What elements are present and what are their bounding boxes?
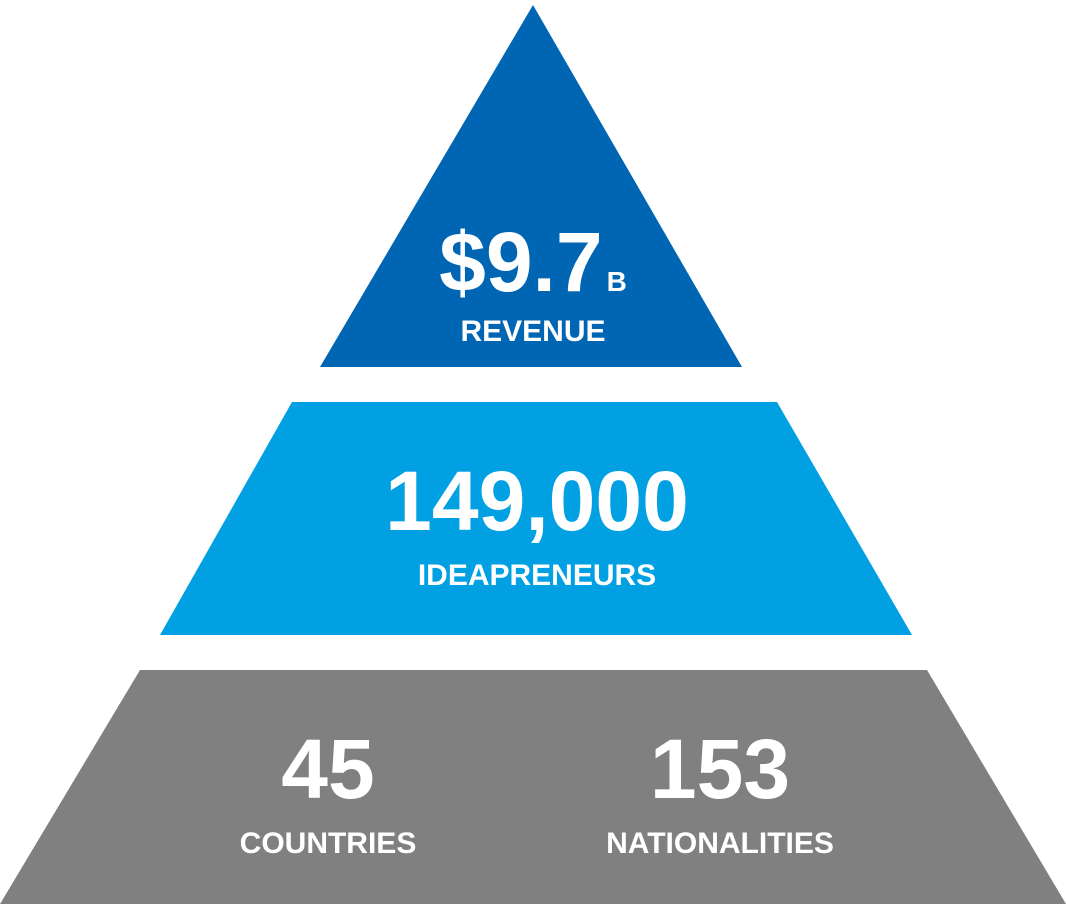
top-tier — [320, 5, 742, 367]
revenue-label: REVENUE — [460, 315, 605, 348]
revenue-number: $9.7 — [439, 215, 603, 309]
bottom-tier — [0, 670, 1066, 904]
nationalities-value: 153 — [650, 722, 790, 816]
ideapreneurs-label: IDEAPRENEURS — [418, 559, 656, 592]
countries-label: COUNTRIES — [240, 827, 417, 860]
revenue-value: $9.7 B — [439, 215, 627, 309]
nationalities-label: NATIONALITIES — [606, 827, 834, 860]
countries-value: 45 — [281, 722, 374, 816]
middle-tier — [160, 402, 912, 635]
revenue-unit: B — [607, 266, 627, 297]
ideapreneurs-value: 149,000 — [385, 454, 689, 548]
